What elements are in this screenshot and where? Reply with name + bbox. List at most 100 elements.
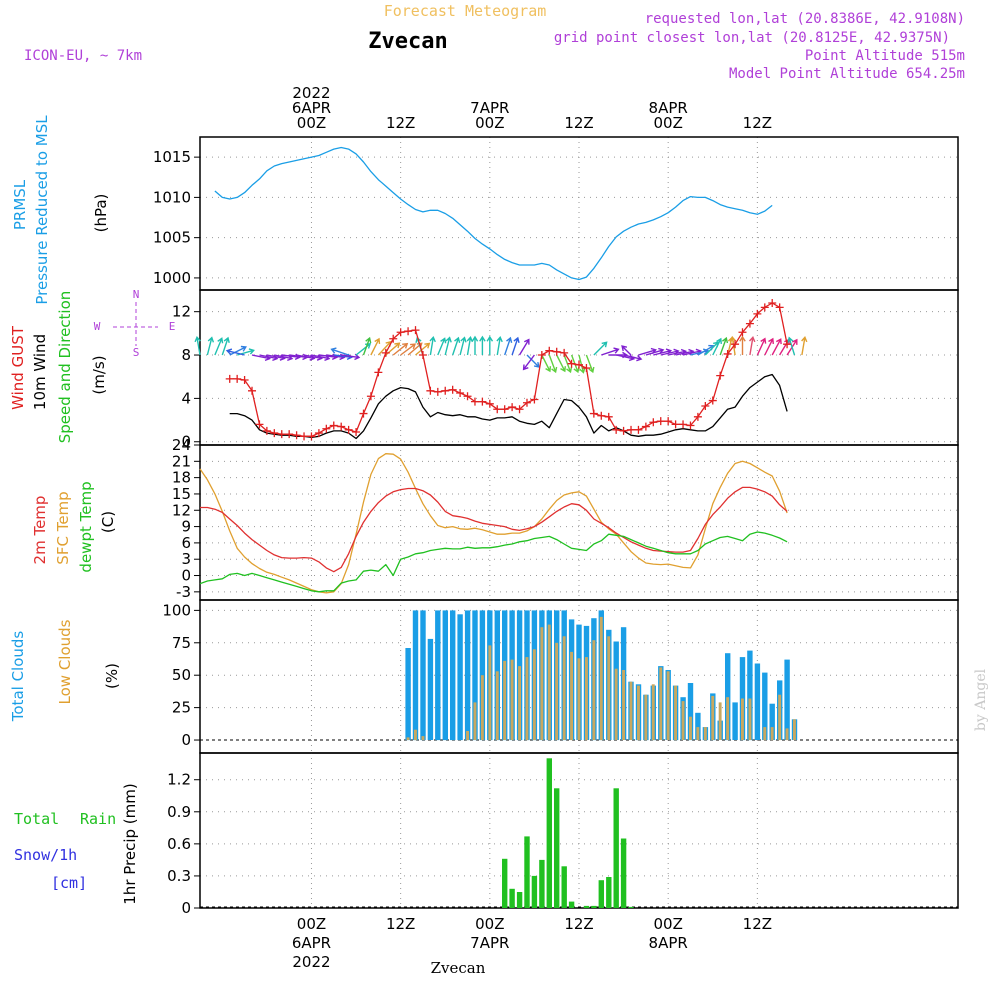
total-cloud-bar: [472, 610, 478, 741]
rain-bar: [502, 858, 508, 908]
wind-arrow: [496, 336, 503, 356]
wind-gust-marker: [693, 412, 702, 421]
temp-label-unit: (C): [99, 511, 117, 533]
low-cloud-bar: [510, 659, 514, 740]
low-cloud-bar: [466, 731, 469, 741]
rain-bar: [583, 905, 590, 908]
wind-arrow: [400, 343, 417, 356]
compass-rose: N S W E: [94, 288, 176, 359]
wind-arrow: [221, 336, 230, 356]
top-axis-label: 6APR: [292, 99, 331, 117]
wind-arrow: [601, 347, 620, 356]
low-cloud-bar: [518, 666, 521, 740]
precip-ytick-label: 0.3: [167, 867, 191, 885]
wind-gust-marker: [708, 396, 717, 405]
wind-gust-marker: [359, 409, 368, 418]
low-cloud-bar: [414, 729, 417, 741]
compass-west: W: [94, 320, 101, 333]
wind-gust-marker: [470, 397, 479, 406]
bottom-axis-label: 12Z: [743, 915, 772, 933]
low-cloud-bar: [726, 697, 730, 740]
low-cloud-bar: [488, 645, 492, 741]
wind-arrow: [452, 336, 461, 356]
precip-ytick-label: 0.6: [167, 835, 191, 853]
temp-ytick-label: 21: [172, 452, 191, 470]
wind-arrow: [541, 354, 552, 373]
low-cloud-bar: [495, 671, 499, 740]
low-cloud-bar: [614, 668, 618, 740]
wind-arrow: [511, 336, 520, 356]
wind-gust-marker: [582, 364, 591, 373]
total-cloud-bar: [427, 638, 434, 740]
dewpoint-line: [199, 531, 788, 593]
wind-arrow: [429, 336, 436, 356]
total-cloud-bar: [412, 610, 419, 741]
cloud-ytick-label: 25: [172, 699, 191, 717]
wind-arrow: [556, 354, 566, 373]
requested-coordinates: requested lon,lat (20.8386E, 42.9108N): [645, 11, 965, 27]
point-altitude: Point Altitude 515m: [805, 48, 965, 64]
low-cloud-bar: [681, 701, 685, 740]
low-cloud-bar: [473, 702, 477, 740]
temp-panel-labels: 2m Temp SFC Temp dewpt Temp (C): [31, 481, 117, 572]
wind-gust-marker: [314, 429, 323, 438]
low-cloud-bar: [503, 660, 507, 740]
wind-arrow: [748, 336, 756, 356]
wind-arrow: [444, 336, 452, 356]
cloud-panel-labels: Total Clouds Low Clouds (%): [9, 619, 121, 722]
low-cloud-bar: [689, 716, 692, 740]
wind-gust-marker: [418, 351, 427, 360]
total-cloud-bar: [687, 683, 694, 741]
wind-gust-marker: [366, 392, 375, 401]
wind-arrow: [437, 337, 447, 356]
precip-label-unit: 1hr Precip (mm): [121, 783, 139, 904]
wind-gust-marker: [627, 425, 636, 434]
pressure-label-unit: (hPa): [92, 194, 110, 233]
wind-gust-marker: [515, 405, 524, 414]
cloud-label-total: Total Clouds: [9, 631, 27, 723]
low-cloud-bar: [718, 702, 722, 740]
top-axis-label: 12Z: [386, 114, 415, 132]
compass-south: S: [133, 346, 140, 359]
wind-arrow: [563, 354, 573, 374]
wind-gust-marker: [731, 340, 740, 349]
wind-gust-marker: [775, 303, 784, 312]
total-cloud-bar: [695, 712, 701, 740]
wind-arrow: [333, 353, 353, 361]
wind-arrow: [466, 336, 474, 356]
wind-arrow: [362, 336, 372, 356]
wind-gust-marker: [389, 334, 398, 343]
pressure-ytick-label: 1015: [153, 148, 191, 166]
temp-label-2m: 2m Temp: [31, 496, 49, 565]
temp-ytick-label: 15: [172, 485, 191, 503]
top-axis-label: 2022: [292, 84, 330, 102]
low-cloud-bar: [644, 694, 648, 741]
wind-arrow: [771, 338, 782, 356]
precip-ytick-label: 0: [181, 899, 191, 917]
rain-bar: [628, 906, 634, 908]
low-cloud-bar: [666, 671, 670, 740]
wind-label-10m: 10m Wind: [31, 334, 49, 410]
bottom-axis-label: 6APR: [292, 934, 331, 952]
wind-gust-marker: [656, 417, 665, 426]
wind-gust-marker: [285, 430, 294, 439]
wind-arrow: [522, 354, 535, 371]
wind-gust-marker: [493, 405, 502, 414]
model-point-altitude: Model Point Altitude 654.25m: [729, 66, 965, 82]
wind-gust-marker: [686, 421, 695, 430]
total-cloud-bar: [754, 663, 761, 740]
low-cloud-bar: [711, 695, 715, 740]
wind-arrow: [764, 337, 774, 356]
low-cloud-bar: [577, 658, 581, 740]
total-cloud-bar: [450, 610, 456, 741]
wind-arrow: [504, 336, 513, 356]
wind-arrow: [206, 336, 215, 356]
wind-gust-marker: [404, 327, 413, 336]
wind-gust-marker: [233, 374, 242, 383]
bottom-axis-label: 12Z: [564, 915, 593, 933]
wind-gust-marker: [396, 328, 405, 337]
low-cloud-bar: [555, 642, 559, 740]
bottom-axis-label: 2022: [292, 953, 330, 971]
low-cloud-bar: [570, 651, 573, 741]
grid-point-coordinates: grid point closest lon,lat (20.8125E, 42…: [554, 30, 950, 46]
